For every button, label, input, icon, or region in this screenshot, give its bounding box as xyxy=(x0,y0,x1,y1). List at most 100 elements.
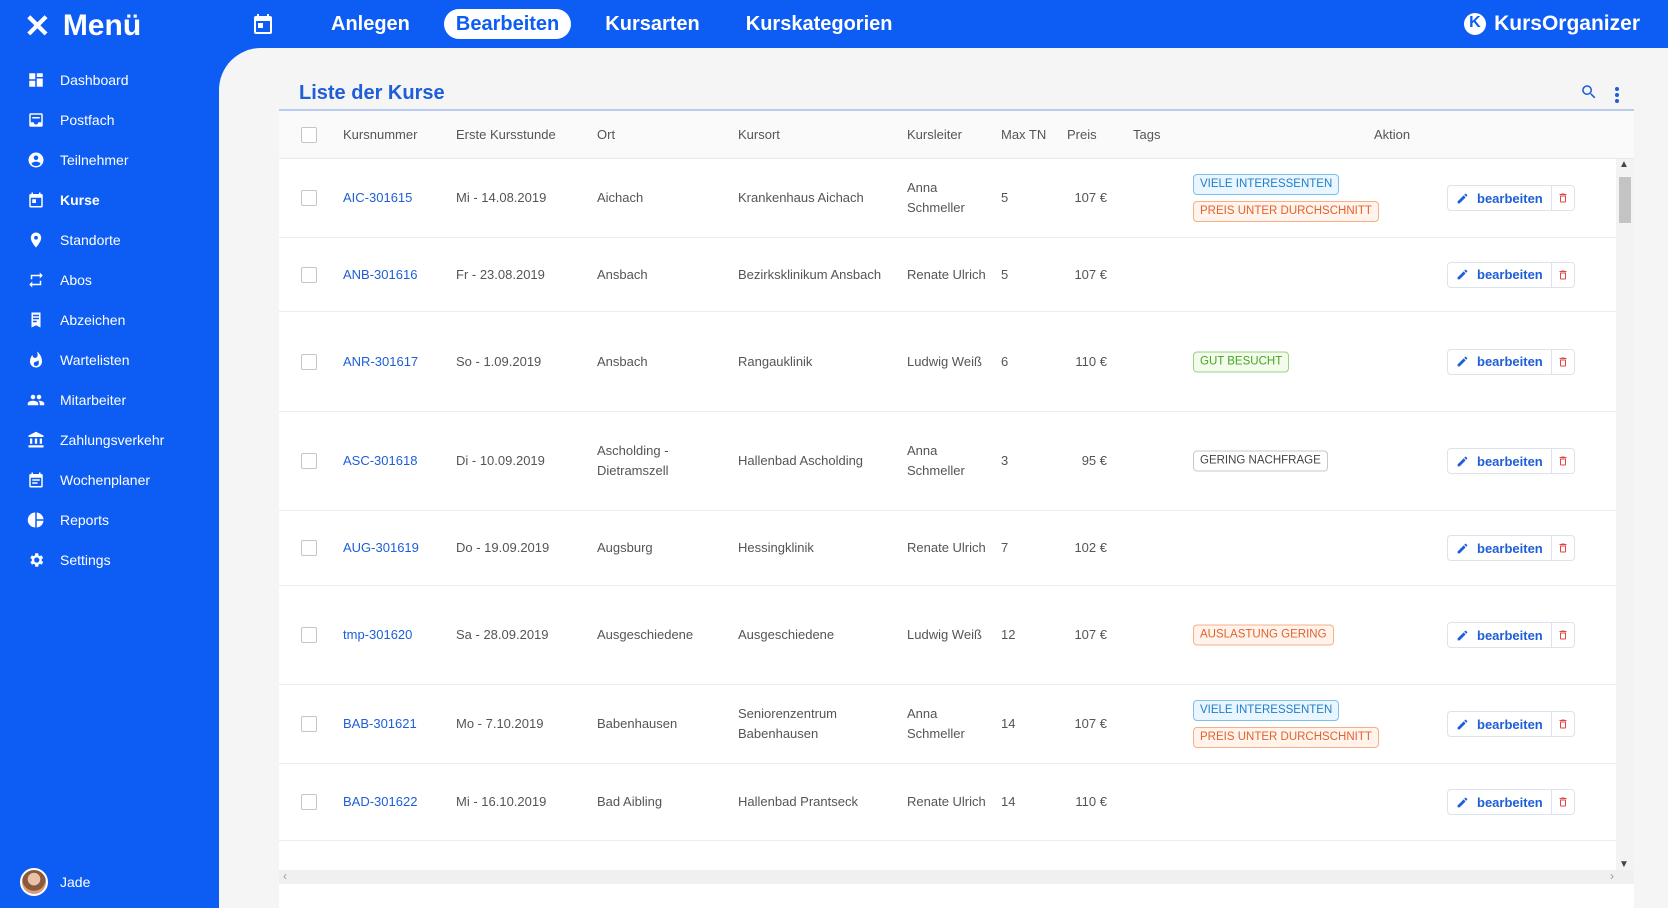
row-actions: bearbeiten xyxy=(1447,789,1575,815)
sidebar-item-standorte[interactable]: Standorte xyxy=(0,220,219,260)
edit-button[interactable]: bearbeiten xyxy=(1448,262,1552,287)
edit-button[interactable]: bearbeiten xyxy=(1448,449,1552,473)
delete-button[interactable] xyxy=(1552,449,1574,473)
edit-button[interactable]: bearbeiten xyxy=(1448,712,1552,736)
column-header-preis[interactable]: Preis xyxy=(1067,127,1097,142)
column-header-max-tn[interactable]: Max TN xyxy=(1001,127,1047,142)
course-venue: Seniorenzentrum Babenhausen xyxy=(738,706,837,741)
edit-button[interactable]: bearbeiten xyxy=(1448,623,1552,647)
sidebar-item-label: Wartelisten xyxy=(60,352,130,368)
sidebar-item-label: Mitarbeiter xyxy=(60,392,127,408)
row-checkbox[interactable] xyxy=(301,716,317,732)
column-header-ort[interactable]: Ort xyxy=(597,127,616,142)
scroll-left-icon[interactable]: ‹ xyxy=(283,869,287,883)
sidebar-item-postfach[interactable]: Postfach xyxy=(0,100,219,140)
sidebar-item-abzeichen[interactable]: Abzeichen xyxy=(0,300,219,340)
sidebar-item-kurse[interactable]: Kurse xyxy=(0,180,219,220)
delete-button[interactable] xyxy=(1552,790,1574,814)
column-header-kursort[interactable]: Kursort xyxy=(738,127,780,142)
scroll-right-icon[interactable]: › xyxy=(1610,869,1614,883)
scroll-up-icon[interactable]: ▲ xyxy=(1619,159,1629,170)
course-number-link[interactable]: AIC-301615 xyxy=(343,190,413,205)
tab-bearbeiten[interactable]: Bearbeiten xyxy=(443,9,572,39)
calendar-icon[interactable] xyxy=(251,12,275,36)
course-number-link[interactable]: AUG-301619 xyxy=(343,540,419,555)
select-all-checkbox[interactable] xyxy=(301,127,317,143)
pencil-icon xyxy=(1456,192,1477,205)
user-profile[interactable]: Jade xyxy=(20,868,90,896)
location-city: Bad Aibling xyxy=(597,794,663,809)
row-checkbox[interactable] xyxy=(301,266,317,283)
horizontal-scrollbar[interactable]: ‹ › xyxy=(279,869,1634,884)
row-checkbox[interactable] xyxy=(301,453,317,469)
avatar[interactable] xyxy=(20,868,48,896)
edit-button[interactable]: bearbeiten xyxy=(1448,536,1552,560)
course-instructor: Anna Schmeller xyxy=(907,706,965,741)
location-city: Augsburg xyxy=(597,540,653,555)
sidebar-item-abos[interactable]: Abos xyxy=(0,260,219,300)
sidebar-item-wochenplaner[interactable]: Wochenplaner xyxy=(0,460,219,500)
row-actions: bearbeiten xyxy=(1447,261,1575,288)
row-checkbox[interactable] xyxy=(301,540,317,556)
brand-name: KursOrganizer xyxy=(1494,12,1640,35)
column-header-kursnummer[interactable]: Kursnummer xyxy=(343,127,418,142)
course-number-link[interactable]: BAD-301622 xyxy=(343,794,418,809)
row-actions: bearbeiten xyxy=(1447,711,1575,737)
course-number-link[interactable]: tmp-301620 xyxy=(343,627,413,642)
tab-kurskategorien[interactable]: Kurskategorien xyxy=(745,13,893,35)
tag-list: GERING NACHFRAGE xyxy=(1193,448,1328,475)
tag-badge: GERING NACHFRAGE xyxy=(1193,450,1328,472)
more-options-icon[interactable] xyxy=(1614,86,1620,104)
menu-toggle[interactable]: ✕ Menü xyxy=(24,8,141,44)
edit-button[interactable]: bearbeiten xyxy=(1448,349,1552,374)
table-row: ASC-301618 Di - 10.09.2019 Ascholding - Di… xyxy=(279,412,1616,511)
course-number-link[interactable]: ANR-301617 xyxy=(343,353,419,369)
column-header-kursleiter[interactable]: Kursleiter xyxy=(907,127,962,142)
sidebar-item-zahlungsverkehr[interactable]: Zahlungsverkehr xyxy=(0,420,219,460)
vertical-scrollbar[interactable]: ▲ ▼ xyxy=(1616,159,1634,870)
tab-kursarten[interactable]: Kursarten xyxy=(605,13,700,35)
course-instructor: Renate Ulrich xyxy=(907,540,986,555)
course-instructor: Anna Schmeller xyxy=(907,180,965,215)
course-number-link[interactable]: ANB-301616 xyxy=(343,266,418,282)
edit-button[interactable]: bearbeiten xyxy=(1448,790,1552,814)
first-lesson-date: Mi - 14.08.2019 xyxy=(456,190,547,205)
sidebar-item-mitarbeiter[interactable]: Mitarbeiter xyxy=(0,380,219,420)
pencil-icon xyxy=(1456,796,1477,809)
scroll-down-icon[interactable]: ▼ xyxy=(1619,859,1629,870)
delete-button[interactable] xyxy=(1552,350,1574,374)
sidebar-item-wartelisten[interactable]: Wartelisten xyxy=(0,340,219,380)
row-checkbox[interactable] xyxy=(301,353,317,370)
tag-badge: VIELE INTERESSENTEN xyxy=(1193,700,1340,721)
sidebar-item-teilnehmer[interactable]: Teilnehmer xyxy=(0,140,219,180)
inbox-icon xyxy=(26,110,46,130)
course-number-link[interactable]: ASC-301618 xyxy=(343,453,418,468)
delete-button[interactable] xyxy=(1552,186,1574,210)
scroll-thumb[interactable] xyxy=(1619,177,1631,223)
search-icon[interactable] xyxy=(1580,83,1598,106)
close-icon[interactable]: ✕ xyxy=(24,8,51,44)
delete-button[interactable] xyxy=(1552,536,1574,560)
sidebar-item-settings[interactable]: Settings xyxy=(0,540,219,580)
row-actions: bearbeiten xyxy=(1447,348,1575,375)
sidebar-item-reports[interactable]: Reports xyxy=(0,500,219,540)
page-title: Liste der Kurse xyxy=(299,82,445,104)
brand: KursOrganizer xyxy=(1464,12,1640,36)
edit-button[interactable]: bearbeiten xyxy=(1448,186,1552,210)
column-header-erste-kursstunde[interactable]: Erste Kursstunde xyxy=(456,127,556,142)
sidebar-item-dashboard[interactable]: Dashboard xyxy=(0,60,219,100)
course-number-link[interactable]: BAB-301621 xyxy=(343,716,417,731)
tab-anlegen[interactable]: Anlegen xyxy=(331,13,410,35)
delete-button[interactable] xyxy=(1552,623,1574,647)
delete-button[interactable] xyxy=(1552,712,1574,736)
edit-button-label: bearbeiten xyxy=(1477,453,1543,469)
delete-button[interactable] xyxy=(1552,263,1574,287)
sidebar: ✕ Menü Dashboard Postfach Teilnehmer Kurse S… xyxy=(0,0,219,908)
table-row: BAB-301621 Mo - 7.10.2019 Babenhausen Senio… xyxy=(279,685,1616,764)
row-checkbox[interactable] xyxy=(301,794,317,810)
trash-icon xyxy=(1557,542,1569,554)
row-checkbox[interactable] xyxy=(301,627,317,643)
row-checkbox[interactable] xyxy=(301,190,317,206)
tag-list: GUT BESUCHT xyxy=(1193,348,1290,375)
sidebar-item-label: Wochenplaner xyxy=(60,472,151,488)
